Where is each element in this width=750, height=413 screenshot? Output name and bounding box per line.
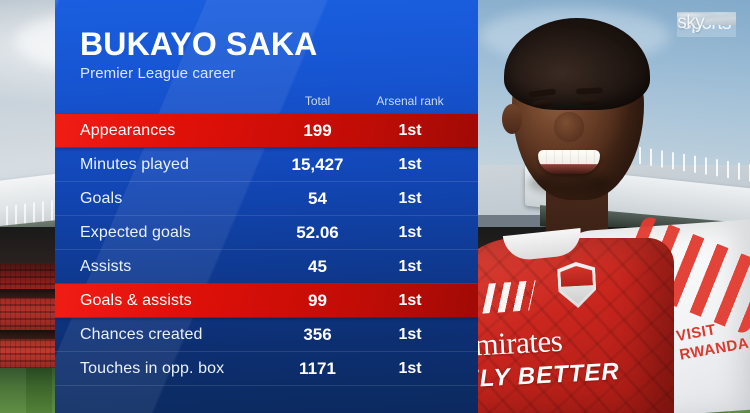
table-row: Expected goals 52.06 1st: [55, 216, 478, 250]
table-row: Goals & assists 99 1st: [55, 284, 478, 318]
stat-rank: 1st: [398, 325, 422, 343]
player-photo-bukayo-saka: VISIT RWANDA Emirates FLY BETTER: [444, 0, 750, 413]
column-header-rank: Arsenal rank: [376, 94, 444, 108]
stat-rank: 1st: [398, 257, 422, 275]
stat-rank: 1st: [398, 359, 422, 377]
stat-rank: 1st: [398, 121, 422, 139]
stat-total: 199: [303, 120, 332, 140]
table-row-empty: [55, 386, 478, 413]
table-row: Goals 54 1st: [55, 182, 478, 216]
player-chin-shadow: [528, 172, 610, 194]
table-row: Minutes played 15,427 1st: [55, 148, 478, 182]
stat-label: Chances created: [80, 325, 203, 343]
panel-header: BUKAYO SAKA Premier League career: [55, 0, 478, 82]
shirt-pattern: [444, 238, 674, 413]
sky-logo-text: sky: [677, 12, 736, 33]
column-header-total: Total: [304, 94, 331, 108]
stat-rank: 1st: [398, 223, 422, 241]
player-nose: [554, 112, 584, 142]
table-row: Touches in opp. box 1171 1st: [55, 352, 478, 386]
stats-table: Appearances 199 1st Minutes played 15,427 1st…: [55, 114, 478, 413]
table-row: Chances created 356 1st: [55, 318, 478, 352]
stat-rank: 1st: [398, 155, 422, 173]
stat-total: 45: [308, 256, 327, 276]
table-row: Appearances 199 1st: [55, 114, 478, 148]
stat-total: 356: [303, 324, 332, 344]
stat-label: Touches in opp. box: [80, 359, 225, 377]
stat-rank: 1st: [398, 189, 422, 207]
player-hair: [504, 18, 650, 110]
stat-label: Goals & assists: [80, 291, 192, 309]
stat-total: 99: [308, 290, 327, 310]
stat-rank: 1st: [398, 291, 422, 309]
player-smile: [538, 150, 600, 174]
adidas-logo: [482, 280, 536, 314]
stat-label: Appearances: [80, 121, 176, 139]
table-column-headers: Total Arsenal rank: [55, 94, 478, 108]
sky-sports-logo: sky sports: [677, 12, 736, 37]
shirt-red-body: [444, 238, 674, 413]
stats-panel: BUKAYO SAKA Premier League career Total …: [55, 0, 478, 413]
stat-label: Minutes played: [80, 155, 190, 173]
column-header-label: [80, 94, 275, 108]
stat-label: Assists: [80, 257, 132, 275]
table-row: Assists 45 1st: [55, 250, 478, 284]
stat-total: 1171: [299, 358, 336, 378]
panel-subtitle: Premier League career: [80, 65, 236, 82]
stat-label: Goals: [80, 189, 123, 207]
player-ear: [502, 104, 522, 134]
stat-total: 15,427: [291, 154, 344, 174]
stat-label: Expected goals: [80, 223, 191, 241]
stat-total: 52.06: [296, 222, 339, 242]
page-title: BUKAYO SAKA: [80, 26, 318, 62]
stat-total: 54: [308, 188, 327, 208]
